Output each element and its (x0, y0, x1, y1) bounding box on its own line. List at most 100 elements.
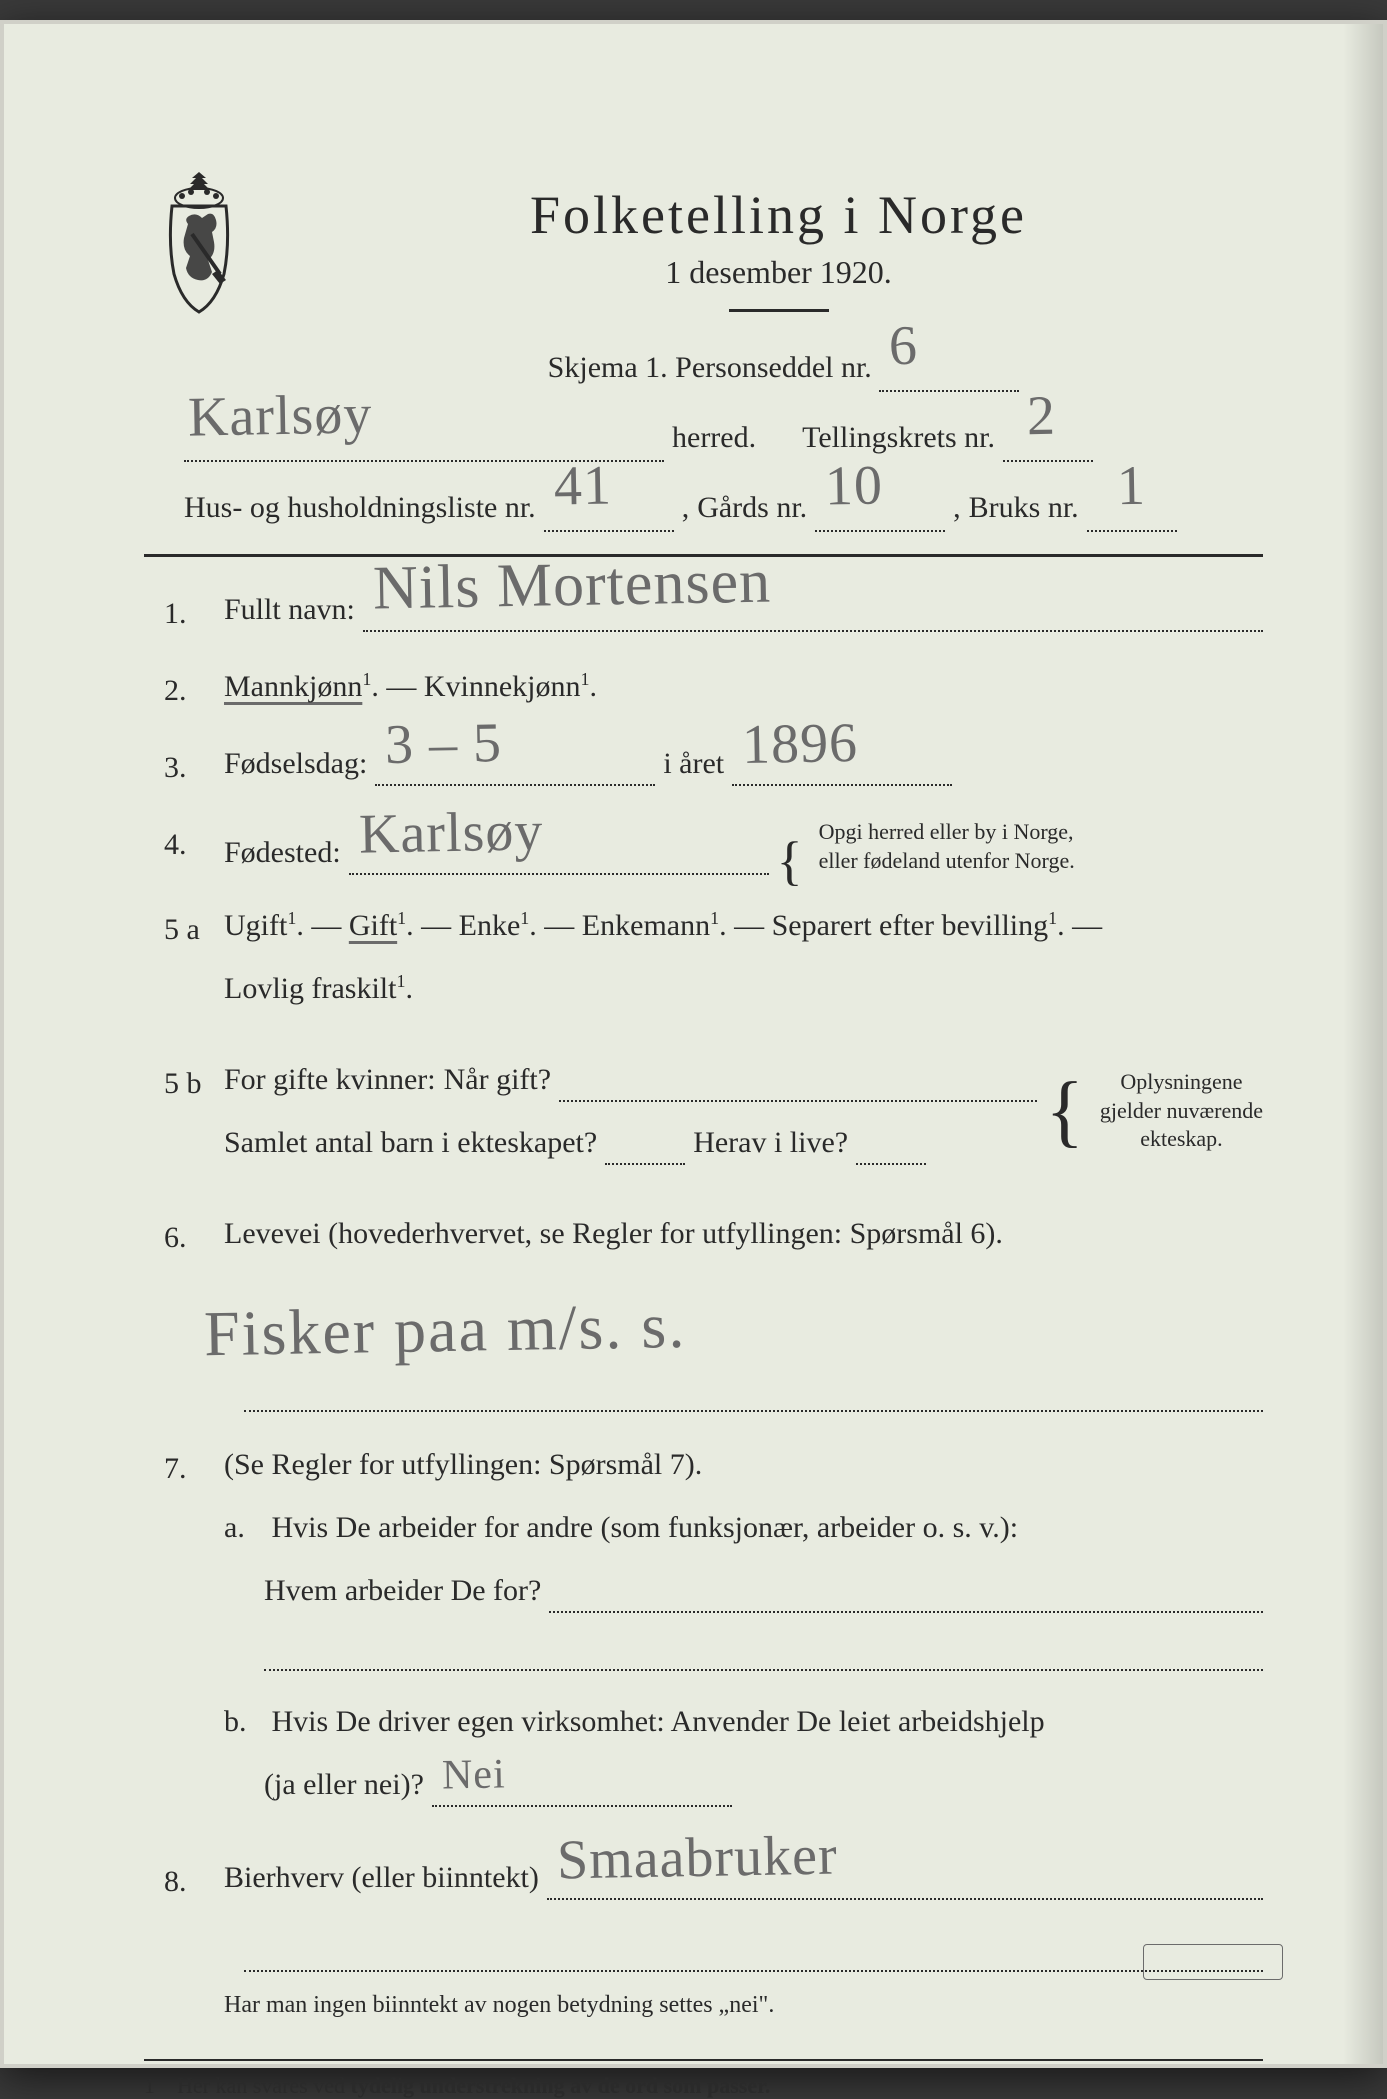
q3-num: 3. (164, 741, 224, 790)
q8-num: 8. (164, 1855, 224, 1904)
q5b-note-l2: gjelder nuværende (1100, 1098, 1263, 1123)
q2-num: 2. (164, 664, 224, 713)
herred-line: Karlsøy herred. Tellingskrets nr. 2 (184, 414, 1263, 462)
coat-of-arms-icon (144, 164, 254, 314)
footer-note: Har man ingen biinntekt av nogen betydni… (164, 1992, 1263, 2019)
q7a: a. Hvis De arbeider for andre (som funks… (224, 1505, 1263, 1671)
bruks-label: Bruks nr. (969, 484, 1079, 532)
bruks-value: 1 (1116, 442, 1147, 532)
q5a-opt2: Enke (459, 909, 521, 942)
q5b-barn-blank (605, 1127, 685, 1165)
husliste-value: 41 (553, 442, 613, 533)
q7a-text1: Hvis De arbeider for andre (som funksjon… (272, 1511, 1019, 1544)
header-fields: Skjema 1. Personseddel nr. 6 Karlsøy her… (144, 344, 1263, 532)
q4-value: Karlsøy (358, 790, 544, 877)
q3-row: 3. Fødselsdag: 3 – 5 i året 1896 (164, 741, 1263, 790)
q7a-text2: Hvem arbeider De for? (264, 1568, 541, 1613)
tellingskrets-value: 2 (1026, 372, 1057, 462)
husliste-label: Hus- og husholdningsliste nr. (184, 484, 536, 532)
q7b: b. Hvis De driver egen virksomhet: Anven… (224, 1699, 1263, 1807)
q5b-nargift-blank (559, 1064, 1037, 1102)
brace-icon: { (777, 848, 803, 875)
q5a-opt1: Gift (349, 909, 397, 942)
q4-label: Fødested: (224, 830, 341, 875)
q2-male: Mannkjønn (224, 670, 362, 703)
q7a-blank (549, 1575, 1263, 1613)
brace-icon: { (1045, 1091, 1083, 1131)
bruks-blank: 1 (1087, 494, 1177, 532)
gards-value: 10 (824, 442, 884, 533)
q1-label: Fullt navn: (224, 587, 355, 632)
gards-blank: 10 (815, 494, 945, 532)
q5b-row: 5 b For gifte kvinner: Når gift? Samlet … (164, 1057, 1263, 1183)
q7b-blank: Nei (432, 1769, 732, 1807)
q7b-text1: Hvis De driver egen virksomhet: Anvender… (272, 1705, 1045, 1738)
q5b-note-l3: ekteskap. (1140, 1126, 1222, 1151)
q8-label: Bierhverv (eller biinntekt) (224, 1855, 539, 1900)
q5b-nargift-label: Når gift? (444, 1057, 551, 1102)
q6-value: Fisker paa m/s. s. (203, 1279, 1263, 1371)
q5a-line2: Lovlig fraskilt (224, 972, 396, 1005)
q5b-herav-label: Herav i live? (693, 1120, 848, 1165)
q5a-num: 5 a (164, 903, 224, 952)
q7a-label: a. (224, 1505, 264, 1550)
q6-blank-line (244, 1372, 1263, 1412)
q5a-opt0: Ugift (224, 909, 287, 942)
q4-row: 4. Fødested: Karlsøy { Opgi herred eller… (164, 818, 1263, 875)
q7-row: 7. (Se Regler for utfyllingen: Spørsmål … (164, 1442, 1263, 1827)
q3-daymonth: 3 – 5 (385, 701, 503, 787)
q7a-blank2 (264, 1631, 1263, 1671)
husliste-blank: 41 (544, 494, 674, 532)
footnote-marker: 1 (144, 2073, 155, 2098)
gards-label: Gårds nr. (697, 484, 807, 532)
q5b-herav-blank (856, 1127, 926, 1165)
q3-year: 1896 (741, 701, 858, 787)
footnote-bold: tydelig understrekning av de ord som pas… (351, 2073, 771, 2098)
personseddel-blank: 6 (879, 354, 1019, 392)
q8-row: 8. Bierhverv (eller biinntekt) Smaabruke… (164, 1855, 1263, 1904)
husliste-line: Hus- og husholdningsliste nr. 41 , Gårds… (184, 484, 1263, 532)
q7-num: 7. (164, 1442, 224, 1491)
subtitle-date: 1 desember 1920. (294, 254, 1263, 291)
q4-note-l2: eller fødeland utenfor Norge. (819, 848, 1075, 873)
q2-row: 2. Mannkjønn1. — Kvinnekjønn1. (164, 664, 1263, 713)
footnote-pre: Her kan svares ved (177, 2073, 351, 2098)
q7b-text2: (ja eller nei)? (264, 1762, 424, 1807)
personseddel-value: 6 (889, 302, 920, 392)
q1-blank: Nils Mortensen (363, 594, 1263, 632)
census-form-page: Folketelling i Norge 1 desember 1920. Sk… (0, 20, 1387, 2068)
q8-value: Smaabruker (556, 1814, 838, 1903)
title-block: Folketelling i Norge 1 desember 1920. (294, 164, 1263, 312)
q5b-note: Oplysningene gjelder nuværende ekteskap. (1100, 1068, 1263, 1154)
q5a-opt4: Separert efter bevilling (772, 909, 1049, 942)
q1-num: 1. (164, 587, 224, 636)
herred-value: Karlsøy (187, 371, 373, 464)
questions-block: 1. Fullt navn: Nils Mortensen 2. Mannkjø… (144, 587, 1263, 2019)
q8-blank: Smaabruker (547, 1862, 1263, 1900)
q6-row: 6. Levevei (hovederhvervet, se Regler fo… (164, 1211, 1263, 1260)
q3-daymonth-blank: 3 – 5 (375, 748, 655, 786)
q1-value: Nils Mortensen (372, 536, 772, 636)
q6-num: 6. (164, 1211, 224, 1260)
q6-label: Levevei (hovederhvervet, se Regler for u… (224, 1211, 1263, 1256)
q1-row: 1. Fullt navn: Nils Mortensen (164, 587, 1263, 636)
footnote: 1 Her kan svares ved tydelig understrekn… (144, 2073, 1263, 2099)
q7b-label: b. (224, 1699, 264, 1744)
q2-female: Kvinnekjønn (424, 670, 581, 703)
q7b-value: Nei (441, 1744, 506, 1808)
q4-note-l1: Opgi herred eller by i Norge, (819, 819, 1074, 844)
form-header: Folketelling i Norge 1 desember 1920. (144, 164, 1263, 314)
q3-yearlabel: i året (663, 741, 724, 786)
q5a-opt3: Enkemann (582, 909, 710, 942)
q5b-note-l1: Oplysningene (1120, 1069, 1242, 1094)
printer-stamp (1143, 1944, 1283, 1980)
footnote-rule (144, 2059, 1263, 2061)
q5a-row: 5 a Ugift1. — Gift1. — Enke1. — Enkemann… (164, 903, 1263, 1029)
q5b-num: 5 b (164, 1057, 224, 1106)
herred-label: herred. (672, 414, 756, 462)
title-rule (729, 309, 829, 312)
q3-label: Fødselsdag: (224, 741, 367, 786)
skjema-label: Skjema 1. Personseddel nr. (548, 351, 872, 384)
tellingskrets-blank: 2 (1003, 424, 1093, 462)
q3-year-blank: 1896 (732, 748, 952, 786)
